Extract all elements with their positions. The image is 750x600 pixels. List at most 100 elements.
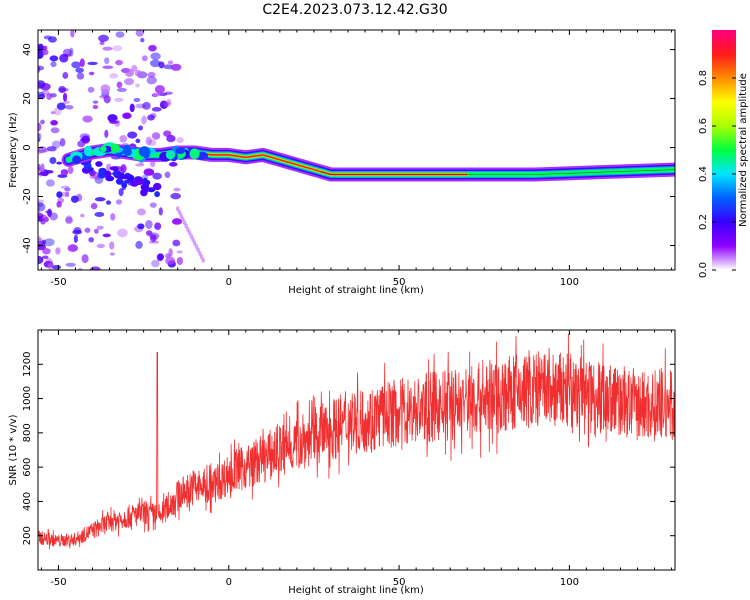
spectrogram-blob [76,193,83,202]
spectrogram-ridge-clump [83,145,93,157]
spectrogram-blob [115,178,124,185]
spectrogram-blob [163,130,172,137]
snr-x-tick-label: 50 [393,577,406,588]
spectrogram-blob [125,68,134,77]
spectrogram-blob [96,225,104,230]
spectrogram-y-ticks: -40 -20 0 20 40 [22,43,675,254]
spectrogram-blob [65,216,73,225]
spectrogram-blob [115,59,123,66]
figure-title: C2E4.2023.073.12.42.G30 [262,2,447,18]
spectrogram-y-tick-label: 20 [22,92,33,105]
spectrogram-blob [109,166,118,171]
spectrogram-blob [90,202,98,210]
spectrogram-blob [38,122,42,132]
spectrogram-blob [96,243,105,249]
spectrogram-blob [56,191,63,199]
spectrogram-blob [67,166,74,174]
spectrogram-blob [105,200,112,205]
spectrogram-blob [71,61,81,69]
snr-panel: -50 0 50 100 200 400 600 800 1000 1200 Height of… [8,329,676,596]
spectrogram-blob [152,93,161,97]
spectrogram-blob [129,103,135,113]
spectrogram-blob [67,244,79,252]
colorbar-tick-label: 0.2 [698,214,709,230]
spectrogram-blob [141,115,147,125]
spectrogram-blob [65,105,74,110]
snr-y-axis-label: SNR (10 * v/v) [8,414,19,485]
spectrogram-blob [73,234,78,244]
spectrogram-blob [109,120,120,124]
spectrogram-blob [123,179,131,184]
spectrogram-blob [87,86,95,93]
spectrogram-blob [80,213,85,218]
spectrogram-blob [134,69,142,77]
spectrogram-y-axis-label: Frequency (Hz) [8,112,19,188]
snr-x-ticks: -50 0 50 100 [40,330,673,588]
spectrogram-blob [77,140,86,148]
spectrogram-blob [49,212,58,221]
spectrogram-blob [137,208,146,216]
spectrogram-blob [60,191,69,197]
spectrogram-blob [95,161,103,167]
spectrogram-blob [166,134,176,143]
spectrogram-ridge-clump [123,148,132,157]
spectrogram-blob [170,63,182,71]
spectrogram-ridge-core [320,169,675,175]
spectrogram-blob [134,177,144,185]
spectrogram-x-tick-label: 0 [226,277,232,288]
spectrogram-blob [165,256,176,265]
colorbar-label: Normalized spectral amplitude [738,73,749,227]
spectrogram-blob [94,211,105,217]
spectrogram-blob [118,188,124,197]
spectrogram-blob [56,201,62,208]
spectrogram-blob [152,172,162,180]
spectrogram-blob [170,192,181,200]
spectrogram-blob [81,254,89,263]
spectrogram-blob [56,161,62,165]
spectrogram-blob [158,207,163,216]
spectrogram-blob [99,94,110,99]
colorbar-ticks: 0.0 0.2 0.4 0.6 0.8 [698,70,736,278]
spectrogram-blob [38,43,44,52]
spectrogram-blob [146,76,157,85]
spectrogram-blob [127,131,138,139]
spectrogram-blob [176,256,183,266]
spectrogram-blob [38,93,46,99]
spectrogram-blob [105,175,115,182]
spectrogram-blob [94,197,106,202]
spectrogram-blob [110,252,115,256]
spectrogram-blob [38,65,45,71]
spectrogram-blob [82,115,93,123]
colorbar-tick-label: 0.0 [698,262,709,278]
spectrogram-blob [117,228,128,238]
spectrogram-blob [40,119,45,125]
spectrogram-blob [145,219,153,229]
spectrogram-blob [62,92,68,102]
spectrogram-blob [164,171,171,179]
spectrogram-blob [40,163,45,173]
spectrogram-y-tick-label: 0 [22,144,33,150]
spectrogram-blob [88,237,95,243]
spectrogram-frame [37,29,676,271]
spectrogram-blob [135,83,140,88]
colorbar: 0.0 0.2 0.4 0.6 0.8 Normalized spectral ampl… [698,30,749,278]
spectrogram-blob [145,136,152,146]
spectrogram-blob [80,138,90,142]
spectrogram-blob [70,30,75,38]
spectrogram-blob [116,81,123,89]
spectrogram-y-tick-label: -40 [22,237,33,253]
spectrogram-blob [120,174,129,180]
spectrogram-y-tick-label: 40 [22,43,33,56]
spectrogram-blob [114,97,124,102]
spectrogram-blob [168,162,178,167]
spectrogram-blob [151,107,162,112]
spectrogram-blob [45,179,55,187]
snr-y-tick-label: 800 [22,423,33,442]
spectrogram-blob [38,243,47,251]
spectrogram-blob [40,82,51,91]
spectrogram-blob [149,232,160,240]
colorbar-strip [712,30,736,270]
spectrogram-blob [49,55,59,62]
spectrogram-blob [38,255,44,265]
